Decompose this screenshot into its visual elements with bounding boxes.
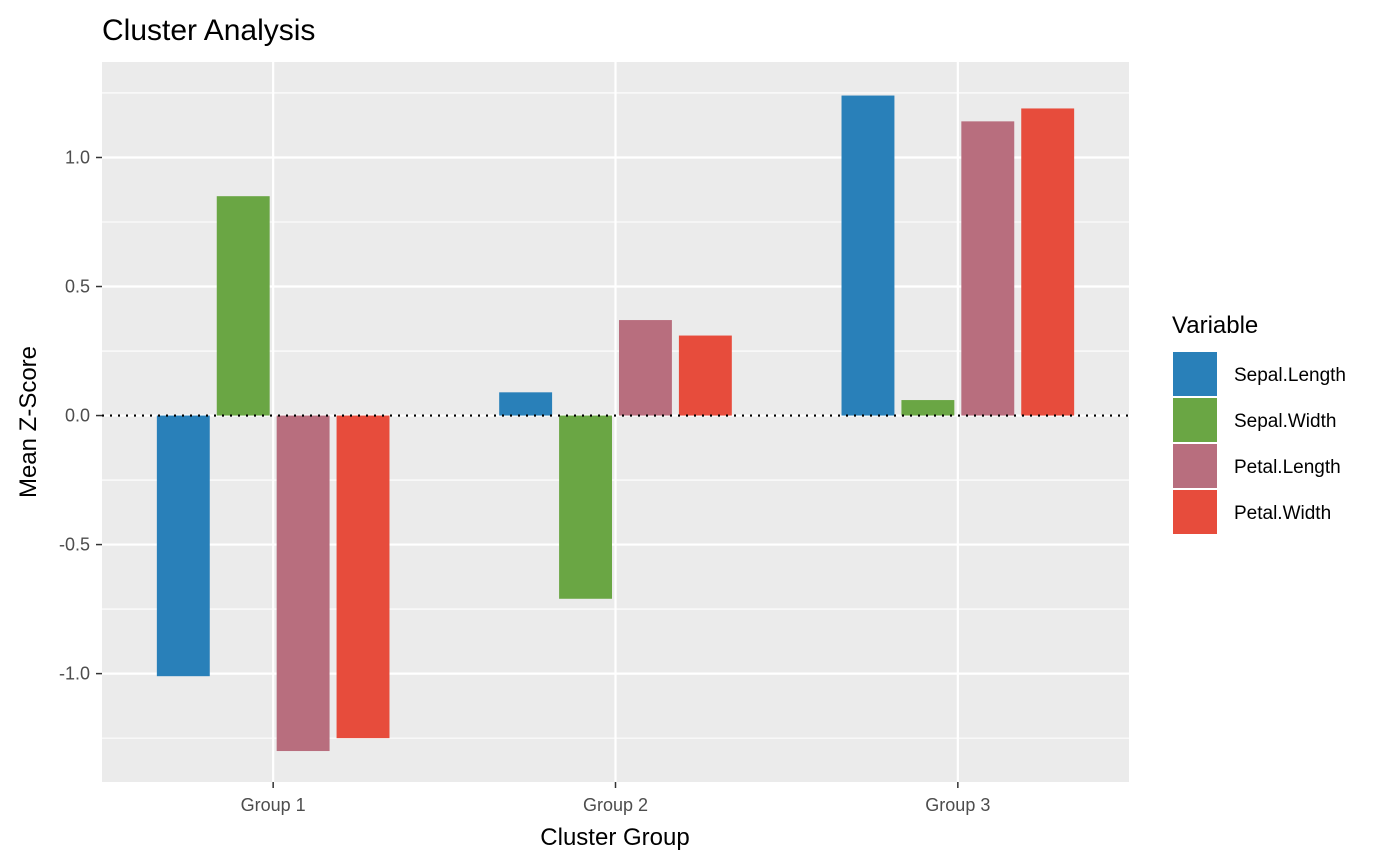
legend-key-petal-width: [1173, 490, 1217, 534]
bar-sepal-length-group-2: [499, 392, 553, 416]
y-axis-ticks: -1.0 -0.5 0.0 0.5 1.0: [59, 147, 102, 684]
legend-key-sepal-width: [1173, 398, 1217, 442]
x-axis-title: Cluster Group: [540, 824, 689, 851]
bar-sepal-length-group-1: [156, 415, 210, 677]
legend-key-sepal-length: [1173, 352, 1217, 396]
x-axis-ticks: Group 1 Group 2 Group 3: [241, 782, 990, 815]
bar-petal-width-group-1: [336, 415, 390, 739]
y-tick-label: 0.0: [65, 406, 90, 426]
legend-title: Variable: [1172, 312, 1258, 339]
legend-label-petal-length: Petal.Length: [1234, 457, 1341, 478]
legend-key-petal-length: [1173, 444, 1217, 488]
y-axis-title: Mean Z-Score: [15, 346, 42, 498]
y-tick-label: 1.0: [65, 147, 90, 167]
major-gridlines: [102, 62, 1129, 782]
chart-title: Cluster Analysis: [102, 14, 315, 47]
bar-sepal-width-group-3: [901, 400, 955, 416]
y-tick-label: 0.5: [65, 277, 90, 297]
y-tick-label: -1.0: [59, 664, 90, 684]
x-tick-label: Group 2: [583, 795, 648, 815]
bars: [156, 95, 1075, 752]
bar-sepal-width-group-1: [216, 196, 270, 416]
bar-sepal-width-group-2: [559, 415, 612, 599]
legend-label-petal-width: Petal.Width: [1234, 503, 1331, 524]
bar-sepal-length-group-3: [841, 95, 895, 416]
bar-petal-length-group-2: [619, 320, 672, 416]
bar-petal-length-group-3: [961, 121, 1015, 416]
y-tick-label: -0.5: [59, 535, 90, 555]
legend-label-sepal-length: Sepal.Length: [1234, 365, 1346, 386]
legend-label-sepal-width: Sepal.Width: [1234, 411, 1336, 432]
x-tick-label: Group 1: [241, 795, 306, 815]
x-tick-label: Group 3: [925, 795, 990, 815]
legend-items: Sepal.Length Sepal.Width Petal.Length Petal…: [1173, 352, 1346, 534]
bar-petal-width-group-2: [678, 335, 732, 416]
bar-petal-width-group-3: [1021, 108, 1075, 416]
bar-petal-length-group-1: [276, 415, 330, 752]
legend: Variable Sepal.Length Sepal.Width Petal.Le…: [1172, 312, 1346, 534]
